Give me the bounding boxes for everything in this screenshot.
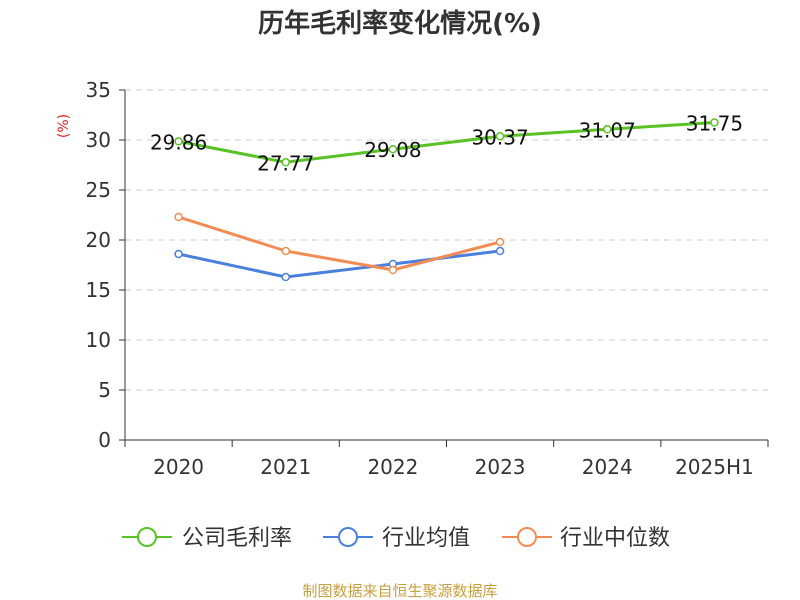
series-group — [174, 118, 719, 282]
data-point — [495, 237, 505, 247]
data-point — [388, 265, 398, 275]
data-point — [174, 212, 183, 222]
legend-label: 行业均值 — [382, 526, 470, 551]
data-point — [495, 246, 505, 256]
data-point — [281, 158, 290, 167]
x-tick-label: 2020 — [153, 455, 204, 479]
y-tick-label: 10 — [86, 328, 111, 352]
gridlines — [125, 89, 768, 391]
legend: 公司毛利率 行业均值 行业中位数 — [122, 526, 670, 551]
y-tick-label: 15 — [86, 278, 111, 302]
x-tick-label: 2025H1 — [675, 455, 754, 479]
data-point — [174, 137, 183, 146]
y-tick-label: 0 — [98, 428, 111, 452]
data-point — [710, 118, 719, 127]
data-point — [281, 246, 290, 256]
data-label: 29.08 — [364, 138, 421, 162]
data-labels: 29.86 27.77 29.08 30.37 31.07 31.75 — [150, 112, 743, 176]
legend-item: 公司毛利率 — [122, 526, 292, 551]
data-point — [603, 125, 612, 134]
series-line — [178, 215, 501, 272]
data-point — [388, 144, 398, 154]
legend-swatch-marker — [517, 527, 537, 547]
x-tick-label: 2024 — [582, 455, 633, 479]
chart-title: 历年毛利率变化情况(%) — [258, 8, 542, 39]
y-tick-label: 30 — [86, 128, 111, 152]
y-tick-label: 5 — [98, 378, 111, 402]
data-label: 31.07 — [579, 118, 636, 142]
x-tick-label: 2021 — [260, 455, 311, 479]
data-label: 30.37 — [471, 125, 528, 149]
series-line — [178, 121, 715, 164]
data-point — [174, 249, 183, 259]
x-tick-label: 2023 — [475, 455, 526, 479]
x-tick-label: 2022 — [367, 455, 418, 479]
y-tick-label: 35 — [86, 78, 111, 102]
axes: 0 5 10 15 20 25 30 35 2020 2021 2022 2023 2024 2025H1 — [86, 78, 769, 479]
source-note: 制图数据来自恒生聚源数据库 — [302, 582, 497, 600]
legend-label: 公司毛利率 — [182, 526, 292, 551]
data-label: 31.75 — [686, 112, 743, 136]
legend-swatch-marker — [338, 527, 358, 547]
y-tick-label: 25 — [86, 178, 111, 202]
data-label: 29.86 — [150, 130, 207, 154]
data-point — [281, 272, 290, 282]
legend-item: 行业中位数 — [502, 526, 670, 551]
data-label: 27.77 — [257, 151, 314, 175]
data-point — [495, 132, 505, 141]
legend-swatch-marker — [137, 527, 157, 547]
y-tick-label: 20 — [86, 228, 111, 252]
y-axis-label: (%) — [56, 114, 72, 138]
legend-label: 行业中位数 — [560, 526, 670, 551]
legend-item: 行业均值 — [323, 526, 470, 551]
